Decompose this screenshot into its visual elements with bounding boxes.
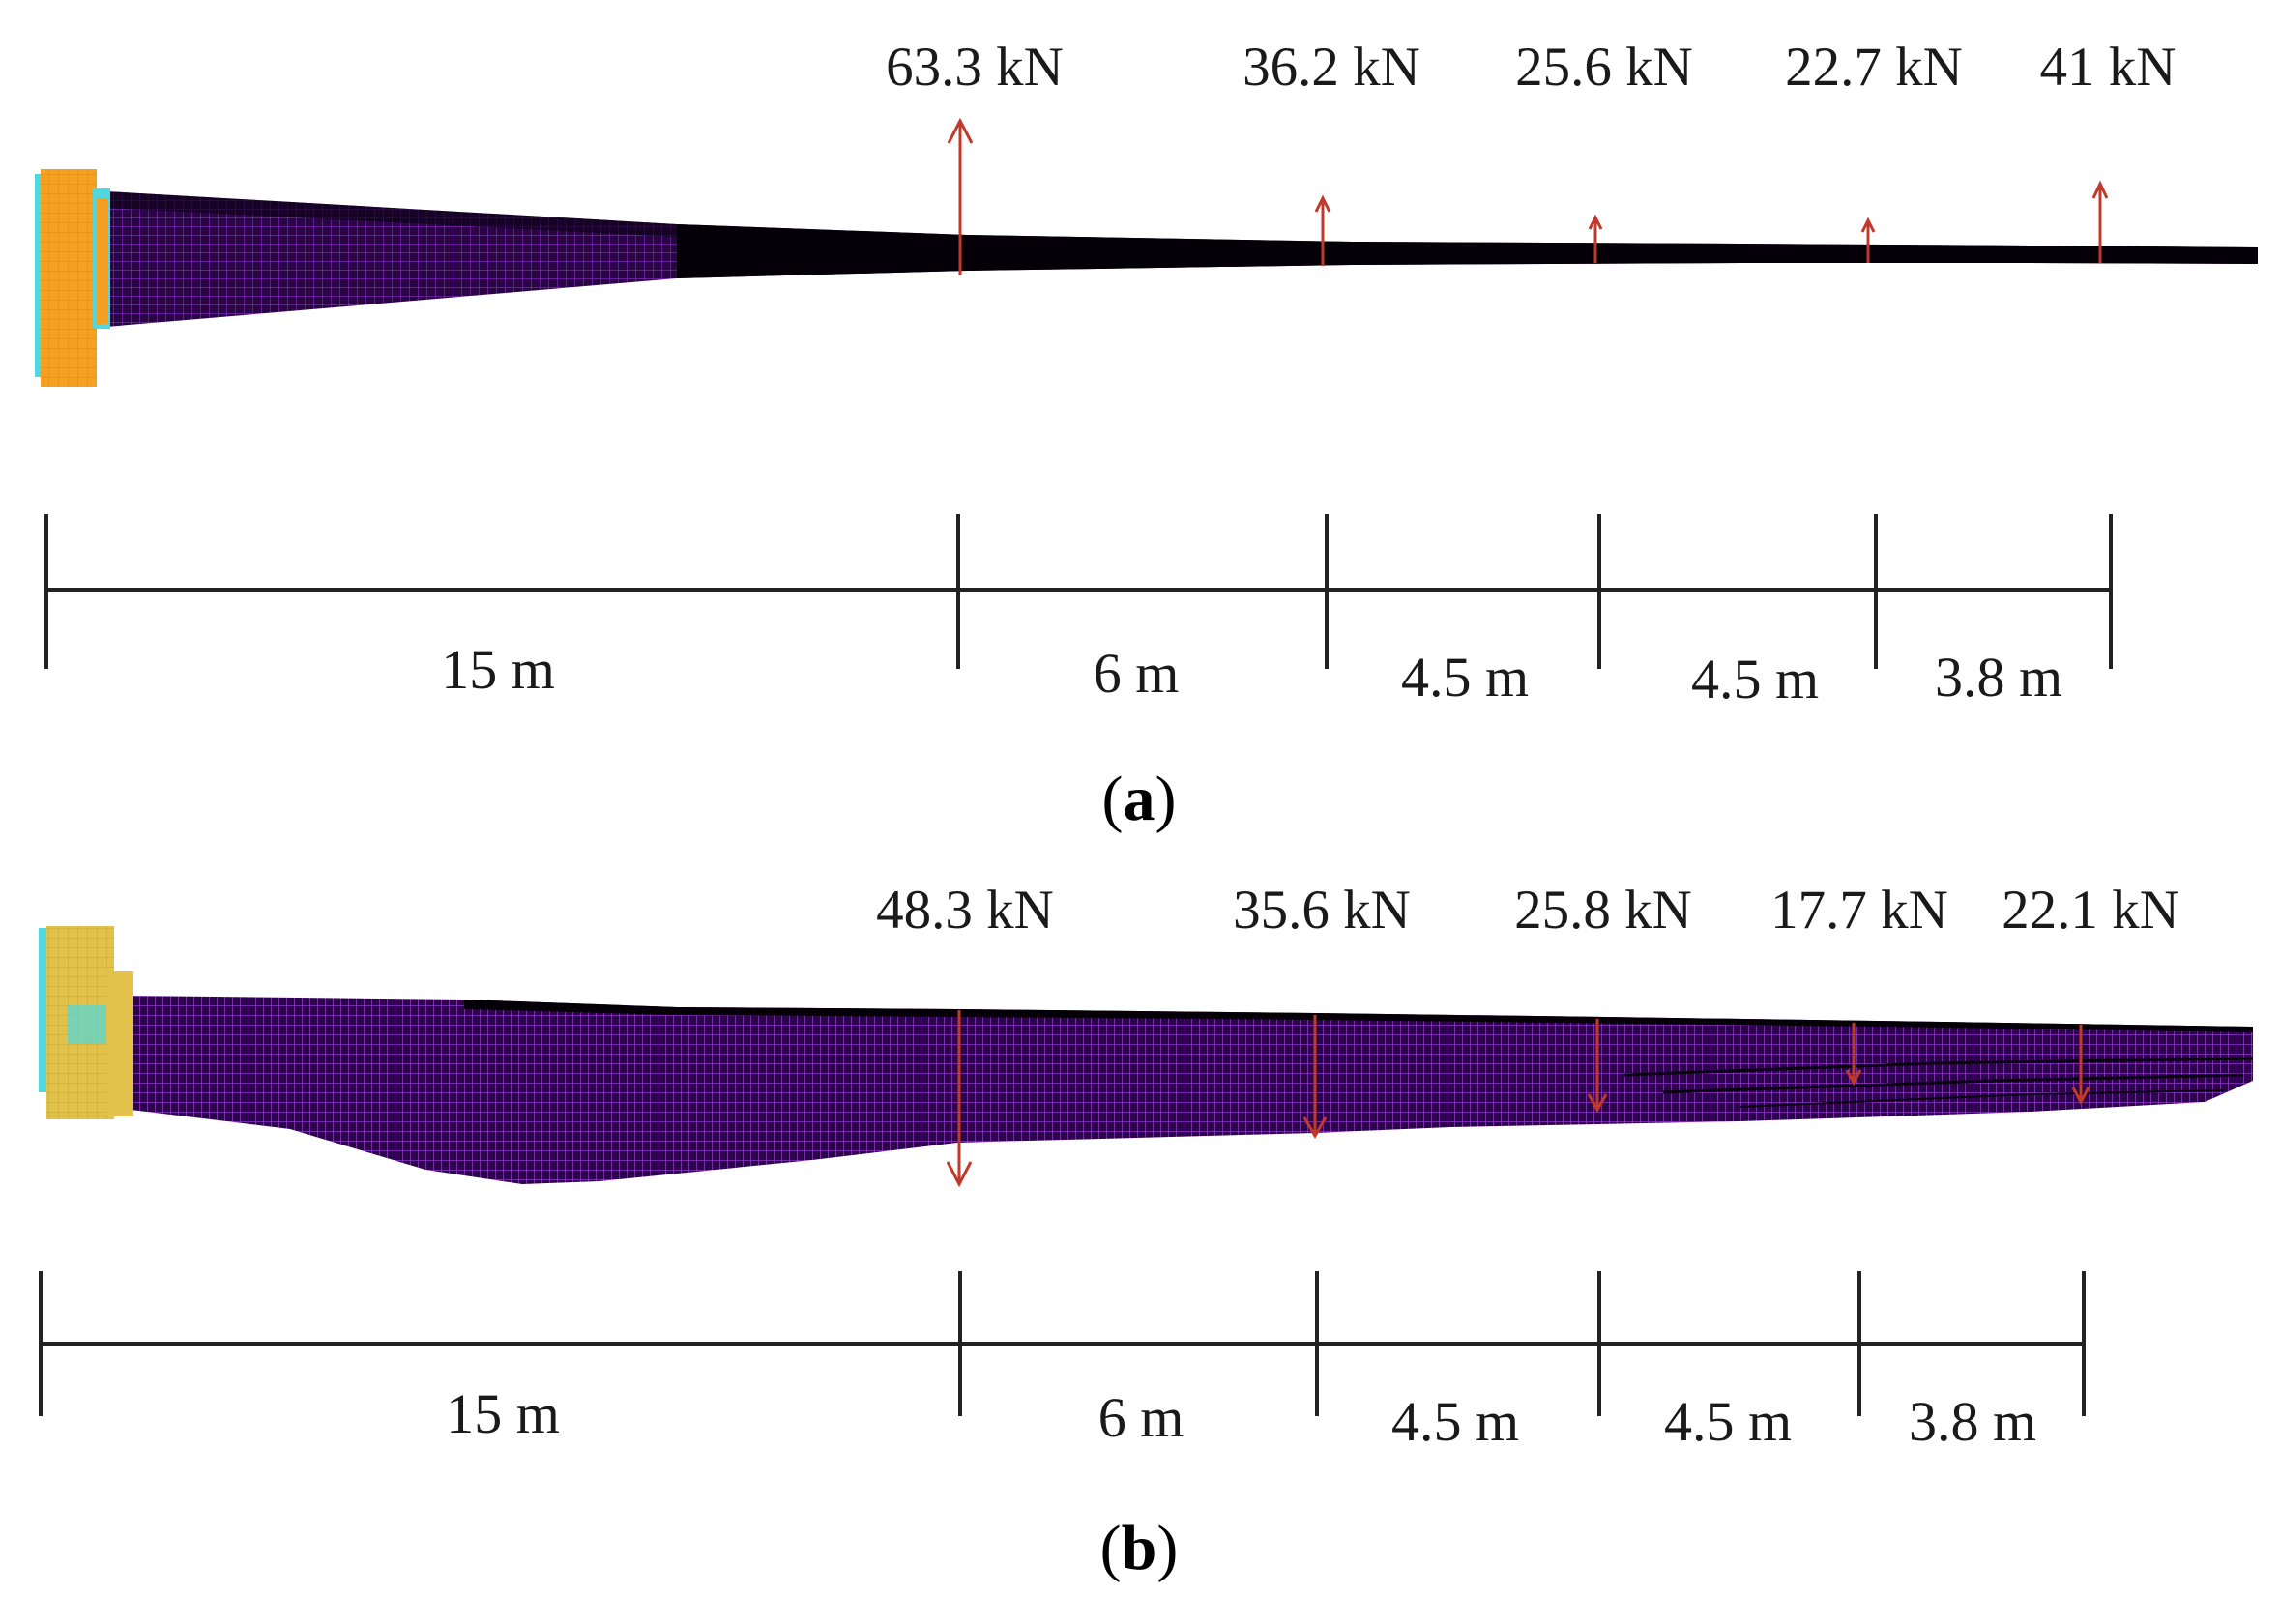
- force-arrow-a-4: [1860, 217, 1876, 263]
- force-label-a-1: 63.3 kN: [886, 37, 1064, 98]
- dim-label-a-4: 4.5 m: [1691, 648, 1819, 710]
- force-labels-a: 63.3 kN 36.2 kN 25.6 kN 22.7 kN 41 kN: [886, 37, 2176, 98]
- panel-a: 63.3 kN 36.2 kN 25.6 kN 22.7 kN 41 kN 15…: [35, 37, 2258, 834]
- dim-label-b-5: 3.8 m: [1909, 1390, 2036, 1453]
- force-arrow-a-1: [947, 117, 974, 276]
- force-arrows-a: [947, 117, 2109, 276]
- force-label-b-3: 25.8 kN: [1514, 880, 1692, 941]
- force-labels-b: 48.3 kN 35.6 kN 25.8 kN 17.7 kN 22.1 kN: [876, 880, 2179, 941]
- force-arrow-b-3: [1587, 1019, 1608, 1114]
- force-label-b-5: 22.1 kN: [2002, 880, 2179, 941]
- force-arrow-b-5: [2071, 1025, 2090, 1106]
- force-arrow-b-1: [946, 1010, 973, 1188]
- dim-label-b-3: 4.5 m: [1391, 1390, 1519, 1453]
- dimension-labels-a: 15 m 6 m 4.5 m 4.5 m 3.8 m: [441, 638, 2062, 710]
- dim-label-b-1: 15 m: [446, 1382, 560, 1445]
- force-arrow-a-3: [1588, 214, 1603, 263]
- dimension-line-a: [44, 514, 2113, 669]
- dim-label-b-4: 4.5 m: [1664, 1390, 1792, 1453]
- dimension-labels-b: 15 m 6 m 4.5 m 4.5 m 3.8 m: [446, 1382, 2036, 1453]
- dim-label-a-3: 4.5 m: [1401, 646, 1529, 709]
- caption-b: (b): [1100, 1513, 1179, 1583]
- dimension-line-b: [39, 1271, 2086, 1416]
- blade-mesh-b: [131, 996, 2254, 1184]
- dim-label-a-5: 3.8 m: [1935, 646, 2062, 709]
- force-arrow-b-2: [1302, 1015, 1328, 1139]
- caption-a: (a): [1102, 764, 1177, 834]
- force-label-a-2: 36.2 kN: [1242, 37, 1420, 98]
- force-arrow-a-2: [1314, 194, 1331, 266]
- force-label-a-5: 41 kN: [2040, 37, 2177, 98]
- force-arrow-b-4: [1845, 1023, 1862, 1087]
- blade-mesh-a: [106, 191, 2258, 327]
- hub-b: [39, 926, 133, 1119]
- force-label-a-3: 25.6 kN: [1515, 37, 1693, 98]
- dim-label-a-1: 15 m: [441, 638, 555, 701]
- force-arrow-a-5: [2091, 180, 2109, 263]
- hub-a: [35, 169, 110, 387]
- panel-b: 48.3 kN 35.6 kN 25.8 kN 17.7 kN 22.1 kN …: [39, 880, 2254, 1583]
- force-label-b-4: 17.7 kN: [1770, 880, 1948, 941]
- dim-label-b-2: 6 m: [1098, 1386, 1184, 1449]
- force-label-b-1: 48.3 kN: [876, 880, 1054, 941]
- force-label-a-4: 22.7 kN: [1785, 37, 1963, 98]
- force-label-b-2: 35.6 kN: [1233, 880, 1411, 941]
- force-arrows-b: [946, 1010, 2090, 1188]
- dim-label-a-2: 6 m: [1094, 642, 1180, 705]
